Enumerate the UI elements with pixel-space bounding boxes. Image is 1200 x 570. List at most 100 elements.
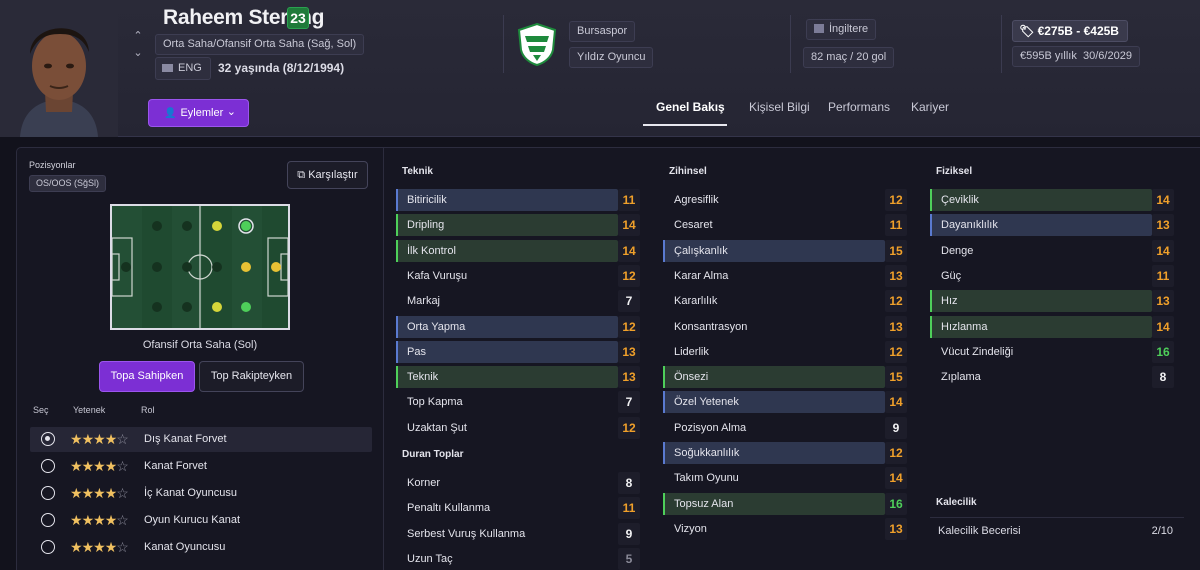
- attribute-row: Önsezi 15: [663, 366, 915, 391]
- tag-icon: 🏷: [1019, 24, 1035, 38]
- player-nav-arrows: ⌃ ⌄: [131, 28, 145, 62]
- attribute-highlight-bar: [663, 366, 665, 389]
- club-crest-icon[interactable]: [516, 22, 558, 66]
- divider: [1001, 15, 1002, 73]
- person-icon: 👤: [164, 108, 177, 119]
- goalkeeping-title: Kalecilik: [936, 497, 977, 508]
- attribute-name: Korner: [407, 477, 441, 489]
- attribute-value: 13: [618, 366, 640, 389]
- star-empty-icon: ☆: [116, 539, 129, 555]
- attribute-row: Uzun Taç 5: [396, 547, 648, 570]
- attribute-value: 13: [885, 264, 907, 287]
- selected-position-label: Ofansif Orta Saha (Sol): [142, 339, 258, 351]
- attribute-row: Agresiflik 12: [663, 189, 915, 214]
- attribute-value: 15: [885, 366, 907, 389]
- star-empty-icon: ☆: [116, 431, 129, 447]
- tab-overview[interactable]: Genel Bakış: [656, 100, 725, 114]
- attribute-row: Güç 11: [930, 264, 1182, 290]
- role-row[interactable]: ★★★★☆ Kanat Oyuncusu: [30, 535, 372, 560]
- attribute-highlight-bar: [930, 189, 932, 211]
- attribute-name: Hız: [930, 290, 1152, 313]
- attribute-name: Penaltı Kullanma: [407, 502, 491, 515]
- attribute-value: 14: [1152, 239, 1174, 262]
- actions-button[interactable]: 👤 Eylemler ⌄: [148, 99, 249, 127]
- attribute-value: 14: [618, 239, 640, 262]
- tab-personal-info[interactable]: Kişisel Bilgi: [749, 100, 810, 114]
- attribute-name: Çeviklik: [930, 189, 1152, 211]
- attribute-name: İlk Kontrol: [396, 239, 618, 262]
- attribute-row: Topsuz Alan 16: [663, 492, 915, 518]
- star-filled-icon: ★: [70, 539, 83, 555]
- out-of-possession-toggle[interactable]: Top Rakipteyken: [199, 361, 304, 392]
- star-filled-icon: ★: [70, 431, 83, 447]
- attribute-value: 13: [1152, 214, 1174, 237]
- country-name: İngiltere: [829, 23, 869, 35]
- attribute-value: 12: [618, 315, 640, 338]
- attribute-name: Takım Oyunu: [674, 472, 739, 485]
- star-filled-icon: ★: [93, 485, 106, 501]
- header-role: Rol: [141, 405, 155, 415]
- attribute-highlight-bar: [663, 391, 665, 414]
- attribute-value: 5: [618, 547, 640, 570]
- wage-text: €595B yıllık: [1020, 50, 1077, 62]
- country-chip[interactable]: İngiltere: [806, 19, 877, 40]
- role-row[interactable]: ★★★★☆ Oyun Kurucu Kanat: [30, 508, 372, 533]
- positions-chip: Orta Saha/Ofansif Orta Saha (Sağ, Sol): [155, 34, 365, 55]
- nationality-code: ENG: [178, 62, 202, 74]
- star-filled-icon: ★: [104, 458, 118, 474]
- attribute-row: Penaltı Kullanma 11: [396, 497, 648, 522]
- attribute-value: 12: [618, 264, 640, 287]
- value-range: €275B - €425B: [1037, 24, 1119, 38]
- attribute-value: 16: [1152, 340, 1174, 363]
- attribute-value: 14: [1152, 189, 1174, 211]
- star-filled-icon: ★: [70, 512, 83, 528]
- attribute-value: 14: [885, 467, 907, 490]
- in-possession-toggle[interactable]: Topa Sahipken: [99, 361, 195, 392]
- role-radio[interactable]: [41, 540, 55, 554]
- chevron-up-icon[interactable]: ⌃: [133, 30, 143, 42]
- star-filled-icon: ★: [81, 431, 95, 447]
- tab-career[interactable]: Kariyer: [911, 100, 950, 114]
- star-filled-icon: ★: [81, 458, 95, 474]
- role-row[interactable]: ★★★★☆ Kanat Forvet: [30, 454, 372, 479]
- star-filled-icon: ★: [104, 512, 118, 528]
- attribute-row: Top Kapma 7: [396, 391, 648, 416]
- attribute-value: 7: [618, 391, 640, 414]
- attribute-highlight-bar: [396, 214, 398, 237]
- attribute-name: Kararlılık: [674, 295, 718, 308]
- chevron-down-icon[interactable]: ⌄: [133, 47, 143, 59]
- role-stars: ★★★★☆: [70, 512, 129, 529]
- player-status-chip: Yıldız Oyuncu: [569, 47, 654, 68]
- chevron-down-icon: ⌄: [226, 106, 236, 118]
- tab-performance[interactable]: Performans: [828, 100, 891, 114]
- attribute-row: Bitiricilik 11: [396, 189, 648, 214]
- attribute-value: 14: [618, 214, 640, 237]
- divider: [790, 15, 791, 73]
- role-radio[interactable]: [41, 459, 55, 473]
- attribute-name: Kafa Vuruşu: [407, 269, 468, 282]
- actions-label: Eylemler: [180, 107, 224, 119]
- attribute-value: 14: [885, 391, 907, 414]
- role-radio[interactable]: [41, 432, 55, 446]
- role-row[interactable]: ★★★★☆ İç Kanat Oyuncusu: [30, 481, 372, 506]
- attribute-row: İlk Kontrol 14: [396, 239, 648, 265]
- star-filled-icon: ★: [81, 539, 95, 555]
- physical-title: Fiziksel: [936, 166, 973, 177]
- attribute-name: Konsantrasyon: [674, 320, 748, 333]
- header-ability: Yetenek: [73, 405, 106, 415]
- role-name: Kanat Forvet: [144, 460, 207, 472]
- position-pitch[interactable]: [110, 204, 290, 330]
- attribute-row: Zıplama 8: [930, 366, 1182, 391]
- compare-label: Karşılaştır: [308, 169, 358, 181]
- compare-button[interactable]: ⧉ Karşılaştır: [287, 161, 368, 189]
- country-flag-icon: [814, 24, 824, 33]
- attribute-highlight-bar: [396, 239, 398, 262]
- role-radio[interactable]: [41, 513, 55, 527]
- attribute-name: Dripling: [396, 214, 618, 237]
- club-name-chip[interactable]: Bursaspor: [569, 21, 636, 42]
- attribute-highlight-bar: [663, 492, 665, 515]
- role-row[interactable]: ★★★★☆ Dış Kanat Forvet: [30, 427, 372, 452]
- role-radio[interactable]: [41, 486, 55, 500]
- attribute-value: 16: [885, 492, 907, 515]
- star-filled-icon: ★: [93, 512, 106, 528]
